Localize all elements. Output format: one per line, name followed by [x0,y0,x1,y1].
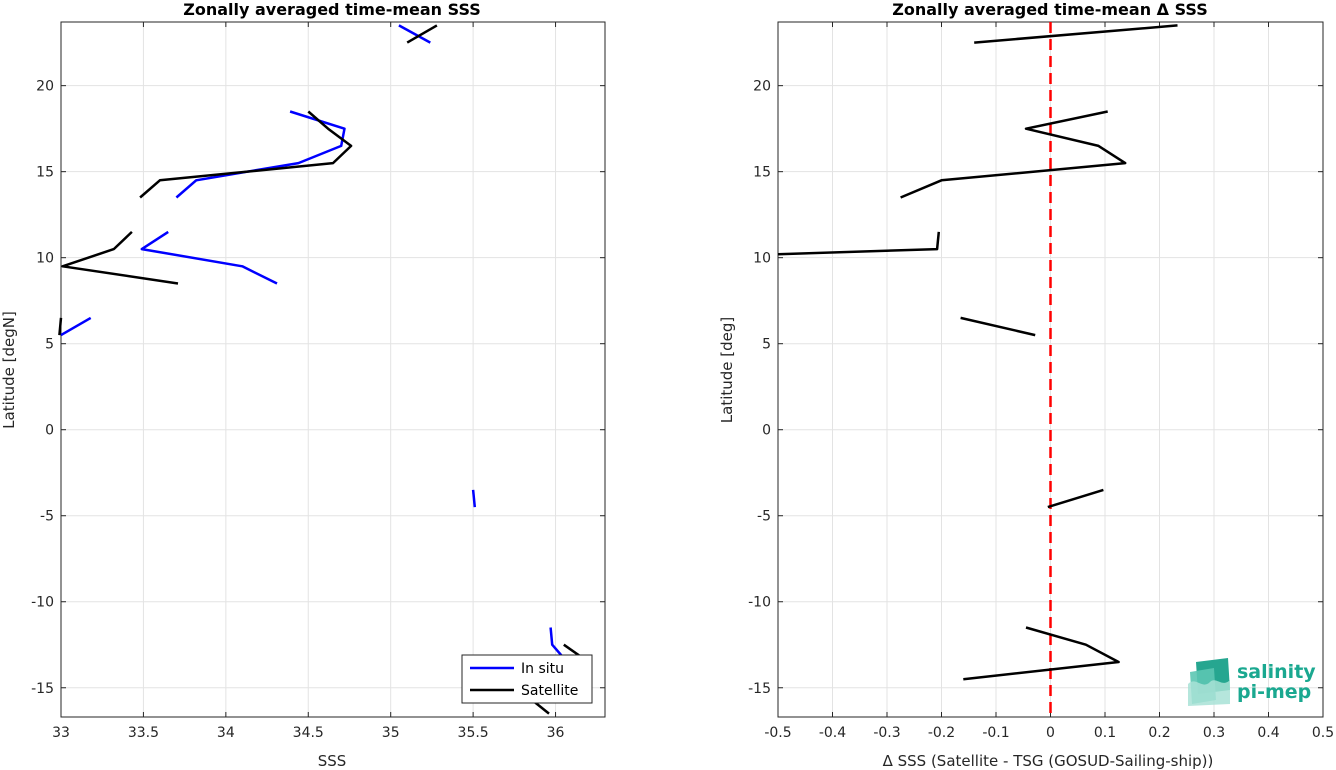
delta-sss-y-tick-label: -5 [757,509,771,525]
delta-sss-x-tick-label: -0.3 [873,725,900,741]
delta-sss-series-delta-segment [960,316,1036,337]
delta-sss-x-tick-label: 0 [1046,725,1055,741]
delta-sss-series-delta-segment [777,231,941,256]
sss-y-tick-label: -10 [31,595,54,611]
sss-series-in-situ-segment [471,489,477,508]
delta-sss-series-delta-segment [900,110,1127,199]
delta-sss-x-tick-label: 0.2 [1148,725,1170,741]
sss-y-tick-label: 0 [45,423,54,439]
delta-sss-panel: Zonally averaged time-mean Δ SSS Δ SSS (… [718,0,1334,770]
sss-x-tick-label: 35.5 [458,725,489,741]
delta-sss-y-tick-label: -10 [748,595,771,611]
delta-sss-y-axis-label: Latitude [deg] [718,317,736,423]
sss-y-tick-label: 15 [36,165,54,181]
sss-panel: Zonally averaged time-mean SSS SSS Latit… [0,0,606,770]
sss-x-tick-label: 36 [547,725,565,741]
delta-sss-x-tick-label: -0.4 [819,725,846,741]
sss-x-tick-label: 35 [382,725,400,741]
salinity-pimep-logo: salinity pi-mep [1188,658,1316,706]
delta-sss-panel-title: Zonally averaged time-mean Δ SSS [892,0,1208,19]
sss-x-tick-label: 33 [52,725,70,741]
sss-y-tick-label: 20 [36,79,54,95]
sss-y-tick-label: -5 [40,509,54,525]
legend-label-in-situ: In situ [521,661,564,677]
delta-sss-x-axis-label: Δ SSS (Satellite - TSG (GOSUD-Sailing-sh… [883,752,1214,770]
sss-series-in-situ-segment [175,110,346,199]
delta-sss-x-tick-label: 0.1 [1094,725,1116,741]
sss-series-satellite-segment [61,230,179,285]
sss-y-tick-label: 5 [45,337,54,353]
delta-sss-x-tick-label: -0.1 [982,725,1009,741]
delta-sss-series-delta-segment [974,24,1178,44]
delta-sss-y-tick-label: 15 [753,165,771,181]
legend-box [461,654,593,704]
sss-series-satellite-segment [139,110,353,199]
sss-panel-title: Zonally averaged time-mean SSS [183,0,481,19]
sss-series-in-situ-segment [140,230,278,285]
legend: In situ Satellite [461,654,593,704]
sss-series-in-situ-segment [60,316,92,337]
sss-x-tick-label: 34 [217,725,235,741]
sss-series-satellite-segment [406,24,438,44]
delta-sss-y-tick-label: 10 [753,251,771,267]
logo-text-salinity: salinity [1237,661,1316,683]
delta-sss-x-tick-label: 0.3 [1203,725,1225,741]
sss-x-axis-label: SSS [318,752,347,770]
sss-x-tick-label: 33.5 [128,725,159,741]
sss-axes-frame [60,21,606,718]
sss-y-axis-label: Latitude [degN] [0,311,18,429]
sss-axes: 33 33.5 34 34.5 35 35.5 36 -15 -10 -5 0 5 10 15 20 [31,21,606,741]
delta-sss-y-tick-label: 20 [753,79,771,95]
sss-series-satellite-segment [58,317,63,336]
delta-sss-y-tick-label: -15 [748,681,771,697]
sss-y-tick-label: 10 [36,251,54,267]
wave-logo-icon [1188,658,1230,706]
sss-plot-area [61,22,605,717]
sss-series-in-situ-segment [398,24,431,44]
delta-sss-x-tick-label: -0.2 [928,725,955,741]
delta-sss-x-tick-label: 0.4 [1257,725,1279,741]
delta-sss-x-tick-label: -0.5 [764,725,791,741]
legend-label-satellite: Satellite [521,683,578,699]
delta-sss-series-delta-segment [963,626,1120,681]
delta-sss-axes: -0.5 -0.4 -0.3 -0.2 -0.1 0 0.1 0.2 0.3 0.4 0.5 -15 -… [748,21,1334,741]
sss-y-tick-label: -15 [31,681,54,697]
delta-sss-x-tick-label: 0.5 [1312,725,1334,741]
delta-sss-y-tick-label: 0 [762,423,771,439]
delta-sss-y-tick-label: 5 [762,337,771,353]
sss-x-tick-label: 34.5 [293,725,324,741]
logo-text-pimep: pi-mep [1237,681,1311,703]
delta-sss-series-delta-segment [1047,488,1104,509]
